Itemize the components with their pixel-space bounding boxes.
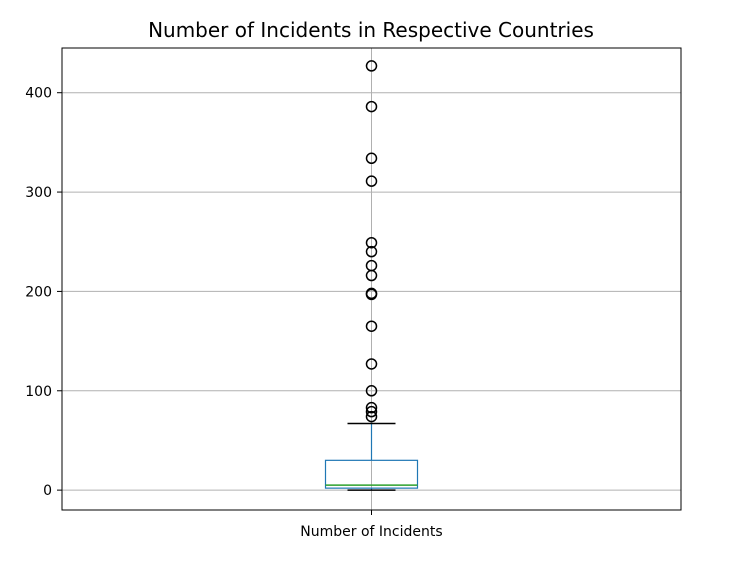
x-tick-label: Number of Incidents: [300, 524, 442, 540]
outlier-point: [365, 358, 378, 370]
y-tick-label: 300: [25, 185, 52, 201]
outlier-point: [365, 175, 378, 187]
y-tick-label: 400: [25, 86, 52, 102]
axis-layer: 0 100 200 300 400 Number of Incidents: [25, 47, 682, 540]
y-tick-label: 100: [25, 384, 52, 400]
outlier-point: [365, 236, 378, 249]
y-tick-label: 0: [43, 483, 52, 499]
outlier-point: [365, 100, 378, 113]
box-layer: [324, 422, 419, 491]
chart-title: Number of Incidents in Respective Countr…: [148, 18, 594, 42]
outlier-point: [365, 152, 378, 165]
y-tick-label: 200: [25, 284, 52, 300]
outlier-point: [365, 245, 378, 258]
outlier-point: [365, 259, 378, 272]
iqr-box: [324, 459, 419, 489]
outlier-point: [365, 320, 378, 332]
outlier-point: [365, 405, 378, 418]
outlier-point: [365, 287, 378, 300]
outlier-point: [365, 385, 378, 397]
outlier-point: [365, 60, 378, 72]
outlier-point: [365, 410, 378, 423]
grid-layer: [62, 48, 681, 510]
outlier-layer: [365, 60, 378, 423]
outlier-point: [365, 401, 378, 414]
